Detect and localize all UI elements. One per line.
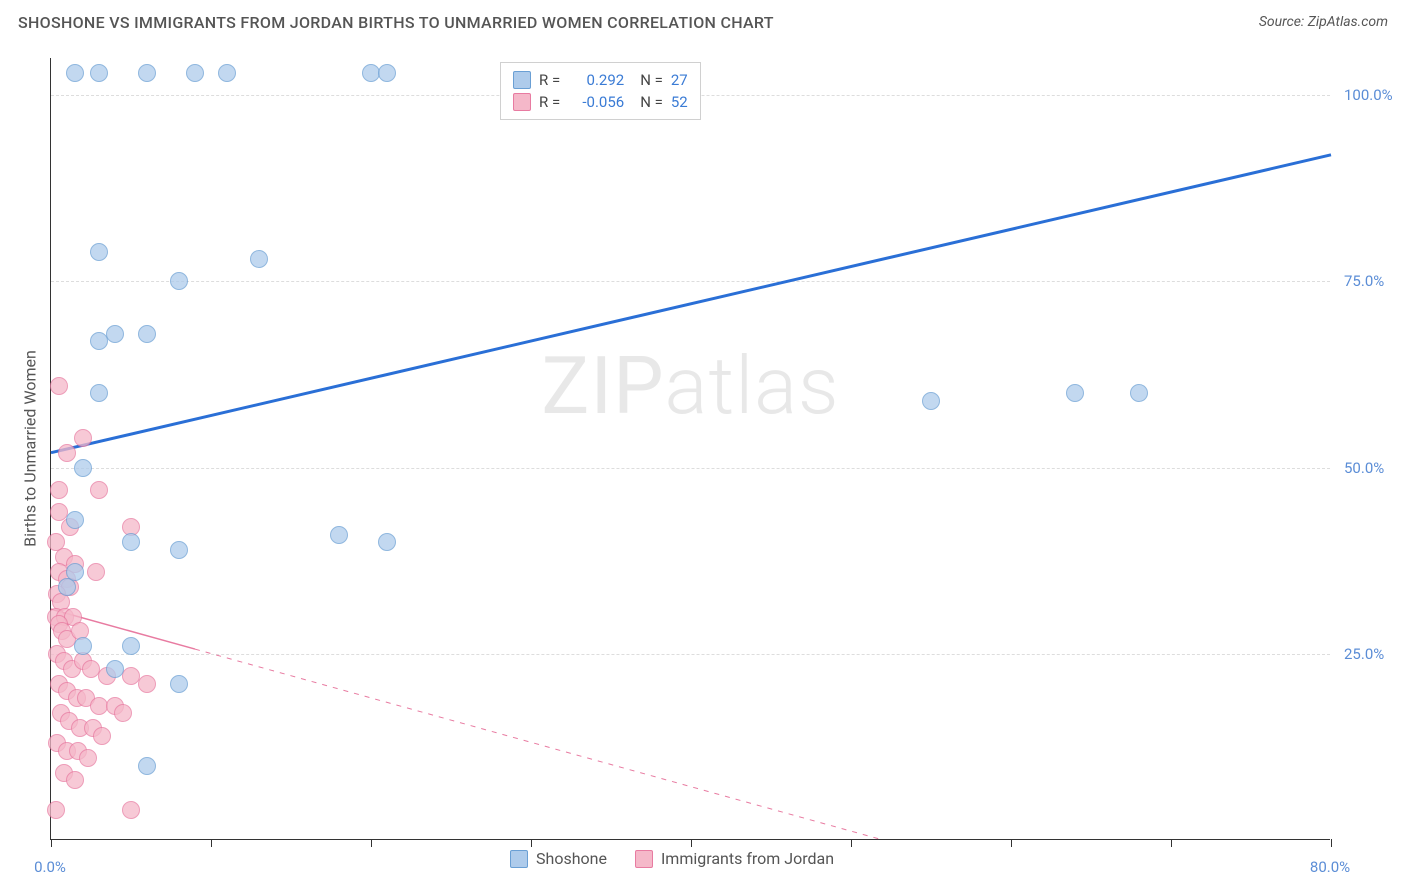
data-point-shoshone bbox=[138, 64, 156, 82]
data-point-shoshone bbox=[218, 64, 236, 82]
x-tick bbox=[1011, 839, 1012, 847]
legend-item-jordan: Immigrants from Jordan bbox=[635, 848, 834, 870]
x-tick bbox=[1171, 839, 1172, 847]
data-point-jordan bbox=[93, 727, 111, 745]
plot-area: ZIPatlas bbox=[50, 58, 1330, 840]
legend-row-shoshone: R = 0.292 N = 27 bbox=[513, 69, 688, 91]
series-label-jordan: Immigrants from Jordan bbox=[661, 848, 834, 870]
data-point-shoshone bbox=[1130, 384, 1148, 402]
trend-line bbox=[51, 155, 1331, 453]
data-point-jordan bbox=[58, 444, 76, 462]
r-label: R = bbox=[539, 69, 560, 91]
data-point-shoshone bbox=[170, 675, 188, 693]
data-point-jordan bbox=[90, 481, 108, 499]
r-label: R = bbox=[539, 91, 560, 113]
data-point-shoshone bbox=[90, 384, 108, 402]
data-point-shoshone bbox=[138, 325, 156, 343]
y-axis-title: Births to Unmarried Women bbox=[21, 339, 40, 559]
x-tick-label: 80.0% bbox=[1310, 858, 1350, 876]
data-point-jordan bbox=[114, 704, 132, 722]
data-point-shoshone bbox=[250, 250, 268, 268]
data-point-shoshone bbox=[90, 64, 108, 82]
x-tick bbox=[51, 839, 52, 847]
data-point-shoshone bbox=[90, 243, 108, 261]
data-point-jordan bbox=[50, 377, 68, 395]
data-point-shoshone bbox=[378, 64, 396, 82]
data-point-jordan bbox=[87, 563, 105, 581]
data-point-shoshone bbox=[106, 660, 124, 678]
data-point-shoshone bbox=[170, 541, 188, 559]
y-tick-label: 75.0% bbox=[1344, 272, 1384, 290]
data-point-shoshone bbox=[122, 637, 140, 655]
legend-item-shoshone: Shoshone bbox=[510, 848, 607, 870]
data-point-jordan bbox=[74, 429, 92, 447]
y-tick-label: 50.0% bbox=[1344, 459, 1384, 477]
data-point-shoshone bbox=[170, 272, 188, 290]
r-value-jordan: -0.056 bbox=[568, 91, 624, 113]
data-point-shoshone bbox=[922, 392, 940, 410]
data-point-jordan bbox=[47, 801, 65, 819]
data-point-jordan bbox=[122, 801, 140, 819]
correlation-legend: R = 0.292 N = 27 R = -0.056 N = 52 bbox=[500, 62, 701, 120]
chart-title: SHOSHONE VS IMMIGRANTS FROM JORDAN BIRTH… bbox=[18, 13, 774, 32]
n-value-shoshone: 27 bbox=[671, 69, 688, 91]
x-tick bbox=[531, 839, 532, 847]
swatch-shoshone bbox=[513, 71, 531, 89]
x-tick bbox=[851, 839, 852, 847]
data-point-shoshone bbox=[1066, 384, 1084, 402]
data-point-shoshone bbox=[74, 459, 92, 477]
series-legend: Shoshone Immigrants from Jordan bbox=[510, 848, 834, 870]
x-tick bbox=[211, 839, 212, 847]
source-label: Source: ZipAtlas.com bbox=[1259, 14, 1388, 30]
data-point-jordan bbox=[138, 675, 156, 693]
data-point-shoshone bbox=[186, 64, 204, 82]
legend-row-jordan: R = -0.056 N = 52 bbox=[513, 91, 688, 113]
swatch-jordan bbox=[635, 850, 653, 868]
x-tick bbox=[691, 839, 692, 847]
trend-layer bbox=[51, 58, 1331, 840]
data-point-jordan bbox=[79, 749, 97, 767]
data-point-jordan bbox=[50, 481, 68, 499]
x-tick-label: 0.0% bbox=[34, 858, 66, 876]
data-point-shoshone bbox=[90, 332, 108, 350]
trend-line bbox=[195, 649, 883, 840]
x-tick bbox=[371, 839, 372, 847]
data-point-shoshone bbox=[122, 533, 140, 551]
data-point-shoshone bbox=[138, 757, 156, 775]
data-point-shoshone bbox=[378, 533, 396, 551]
swatch-shoshone bbox=[510, 850, 528, 868]
series-label-shoshone: Shoshone bbox=[536, 848, 607, 870]
data-point-shoshone bbox=[66, 563, 84, 581]
data-point-shoshone bbox=[330, 526, 348, 544]
y-tick-label: 25.0% bbox=[1344, 645, 1384, 663]
data-point-jordan bbox=[66, 771, 84, 789]
swatch-jordan bbox=[513, 93, 531, 111]
data-point-shoshone bbox=[74, 637, 92, 655]
data-point-shoshone bbox=[106, 325, 124, 343]
y-tick-label: 100.0% bbox=[1344, 86, 1393, 104]
x-tick bbox=[1331, 839, 1332, 847]
data-point-shoshone bbox=[66, 64, 84, 82]
n-label: N = bbox=[640, 69, 663, 91]
n-label: N = bbox=[640, 91, 663, 113]
header-bar: SHOSHONE VS IMMIGRANTS FROM JORDAN BIRTH… bbox=[0, 0, 1406, 44]
r-value-shoshone: 0.292 bbox=[568, 69, 624, 91]
data-point-shoshone bbox=[66, 511, 84, 529]
n-value-jordan: 52 bbox=[671, 91, 688, 113]
